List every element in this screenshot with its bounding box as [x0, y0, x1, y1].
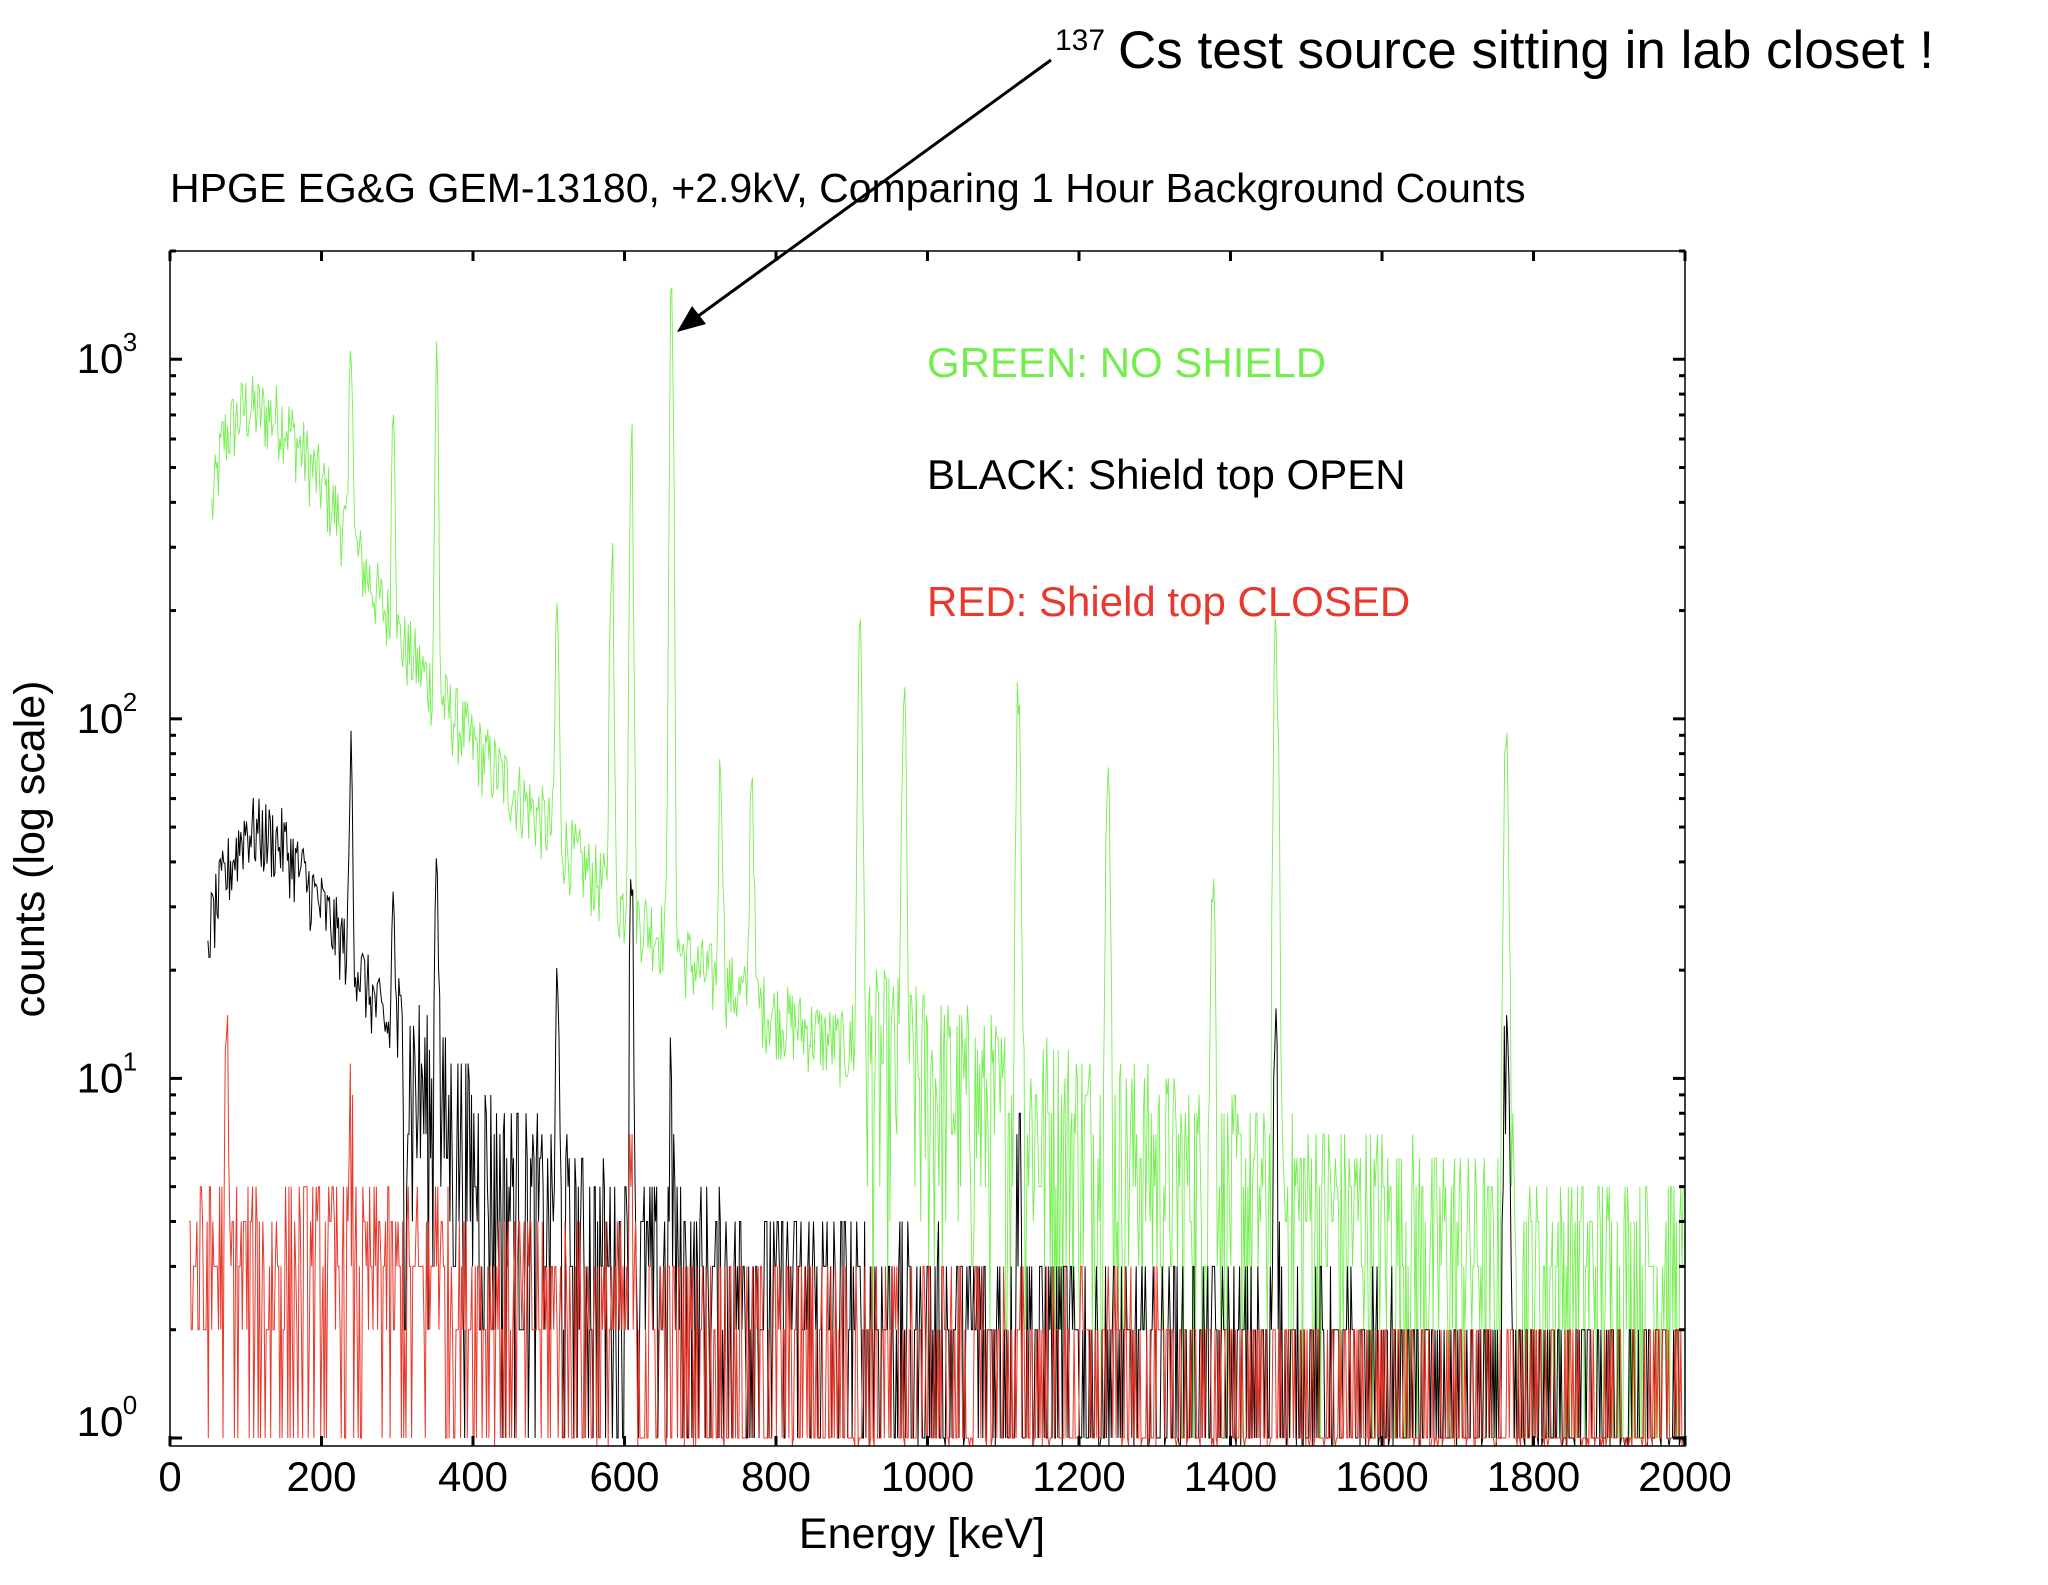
x-tick-label: 800 — [741, 1453, 811, 1500]
legend-green: GREEN: NO SHIELD — [927, 339, 1326, 386]
x-tick-label: 2000 — [1638, 1453, 1731, 1500]
annotation-text: Cs test source sitting in lab closet ! — [1118, 21, 1934, 80]
x-tick-label: 600 — [589, 1453, 659, 1500]
y-tick-label-exponent: 0 — [123, 1390, 137, 1420]
x-tick-label: 1400 — [1184, 1453, 1277, 1500]
y-tick-label-base: 10 — [77, 335, 124, 382]
series-line-shield-top-open — [207, 730, 1685, 1447]
x-tick-label: 1600 — [1335, 1453, 1428, 1500]
axis-ticks — [168, 249, 1687, 1446]
y-tick-label-exponent: 3 — [123, 327, 137, 357]
annotation-arrow — [677, 58, 1052, 332]
x-tick-labels: 0 200 400 600 800 1000 1200 1400 1600 1800 2000 — [158, 1453, 1731, 1500]
series-line-no-shield — [211, 287, 1685, 1439]
y-tick-label-base: 10 — [77, 695, 124, 742]
y-tick-label-exponent: 1 — [123, 1046, 137, 1076]
y-tick-label-exponent: 2 — [123, 687, 137, 717]
x-tick-label: 1800 — [1487, 1453, 1580, 1500]
chart-title: HPGE EG&G GEM-13180, +2.9kV, Comparing 1… — [170, 165, 1526, 211]
x-axis-label: Energy [keV] — [799, 1510, 1045, 1558]
annotation-isotope-superscript: 137 — [1055, 24, 1105, 57]
y-tick-label-base: 10 — [77, 1398, 124, 1445]
legend-black: BLACK: Shield top OPEN — [927, 451, 1406, 498]
series-layer — [188, 287, 1685, 1447]
y-tick-label-base: 10 — [77, 1054, 124, 1101]
series-line-shield-top-closed — [188, 1015, 1685, 1447]
x-tick-label: 200 — [286, 1453, 356, 1500]
y-axis-label: counts (log scale) — [6, 681, 54, 1018]
x-tick-label: 1000 — [881, 1453, 974, 1500]
x-tick-label: 400 — [438, 1453, 508, 1500]
legend-red: RED: Shield top CLOSED — [927, 578, 1410, 625]
x-tick-label: 0 — [158, 1453, 181, 1500]
x-tick-label: 1200 — [1032, 1453, 1125, 1500]
